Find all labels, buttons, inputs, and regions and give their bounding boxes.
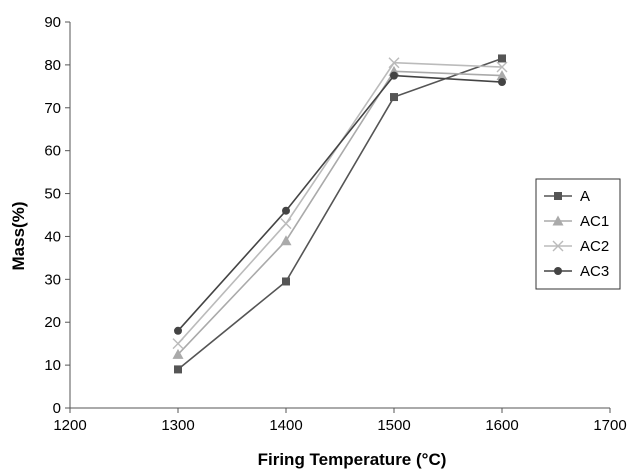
- data-point-ac2: [496, 61, 508, 73]
- y-tick-label: 30: [44, 271, 61, 288]
- y-tick-label: 10: [44, 357, 61, 374]
- series-ac1: [172, 65, 508, 359]
- legend-label: AC1: [580, 213, 609, 230]
- legend-item-ac1: AC1: [544, 213, 609, 230]
- y-tick-label: 80: [44, 57, 61, 74]
- data-point-ac2: [280, 218, 292, 230]
- series-a: [174, 54, 506, 374]
- x-tick-label: 1400: [269, 417, 302, 434]
- series-line-ac3: [177, 74, 503, 332]
- series-line-a: [177, 57, 503, 371]
- legend-marker: [552, 215, 564, 226]
- y-tick-label: 0: [53, 400, 61, 417]
- x-axis-title: Firing Temperature (°C): [258, 450, 447, 469]
- data-point-a: [498, 54, 506, 63]
- legend-label: AC2: [580, 238, 609, 255]
- legend-marker: [552, 240, 564, 252]
- x-tick-label: 1200: [53, 417, 86, 434]
- data-point-ac2: [388, 57, 400, 69]
- y-tick-label: 90: [44, 14, 61, 31]
- chart-legend: A AC1 AC2 AC3: [535, 178, 621, 290]
- x-tick-label: 1300: [161, 417, 194, 434]
- y-axis-title: Mass(%): [9, 202, 28, 271]
- data-point-ac3: [282, 206, 290, 215]
- data-point-ac1: [172, 348, 184, 359]
- x-tick-label: 1700: [593, 417, 626, 434]
- data-point-a: [390, 93, 398, 102]
- y-tick-label: 40: [44, 228, 61, 245]
- y-tick-label: 20: [44, 314, 61, 331]
- y-tick-label: 70: [44, 100, 61, 117]
- x-tick-label: 1600: [485, 417, 518, 434]
- legend-item-a: A: [544, 188, 590, 205]
- data-point-ac2: [172, 338, 184, 350]
- data-point-ac3: [390, 71, 398, 80]
- data-point-a: [282, 277, 290, 286]
- legend-marker: [554, 192, 562, 200]
- series-line-ac1: [177, 70, 503, 355]
- series-ac2: [172, 57, 508, 350]
- legend-marker: [554, 267, 562, 275]
- series-line-ac2: [177, 61, 503, 345]
- legend-label: AC3: [580, 263, 609, 280]
- data-point-a: [174, 365, 182, 374]
- chart-series: [172, 54, 508, 374]
- legend-item-ac3: AC3: [544, 263, 609, 280]
- data-point-ac1: [496, 70, 508, 81]
- data-point-ac1: [280, 235, 292, 246]
- data-point-ac3: [498, 78, 506, 87]
- y-tick-label: 60: [44, 143, 61, 160]
- y-tick-label: 50: [44, 186, 61, 203]
- chart-axes: 0 10 20 30 40 50 60 70 80 90 1200 1300 1400 1500 1600 1…: [44, 14, 626, 434]
- legend-label: A: [580, 188, 590, 205]
- x-tick-label: 1500: [377, 417, 410, 434]
- legend-item-ac2: AC2: [544, 238, 609, 255]
- series-ac3: [174, 71, 506, 335]
- data-point-ac3: [174, 326, 182, 335]
